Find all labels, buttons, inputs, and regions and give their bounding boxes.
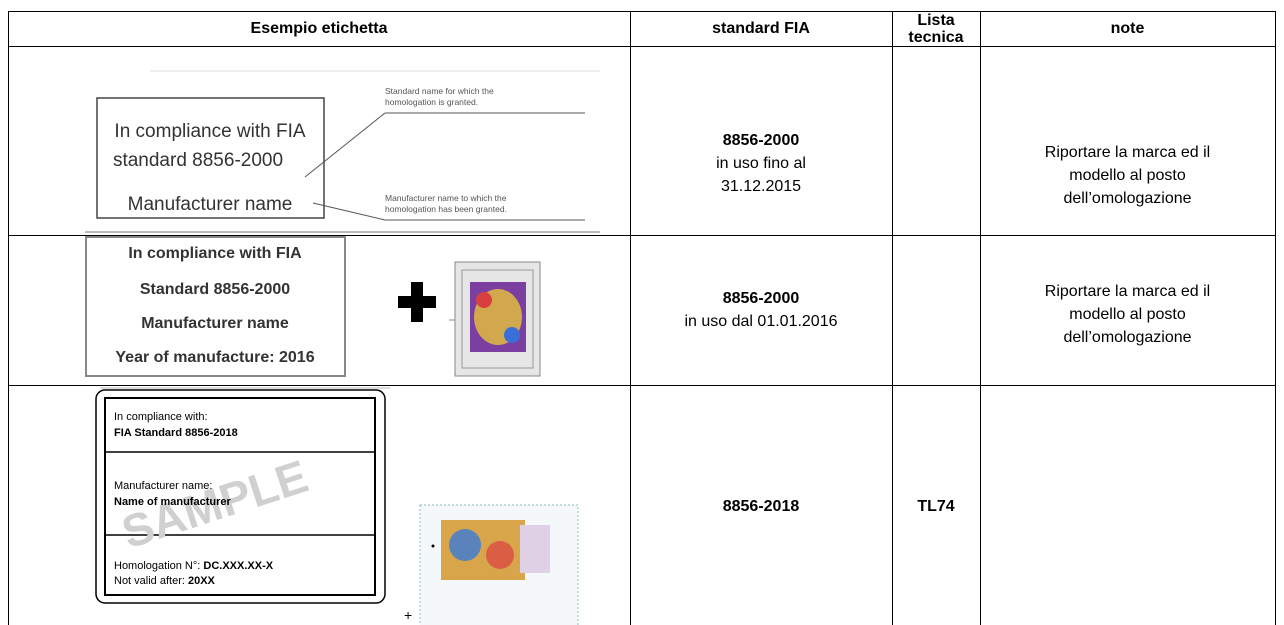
hologram-frame: [461, 269, 534, 369]
table-border: [8, 385, 1276, 386]
table-border: [8, 46, 1276, 47]
note: modello al posto: [1069, 306, 1186, 323]
note: dell’omologazione: [1063, 329, 1192, 346]
hologram: [476, 292, 492, 308]
callout-line: [312, 202, 386, 221]
hologram: [486, 541, 514, 569]
label-text: Standard 8856-2000: [140, 281, 290, 298]
table-border: [8, 235, 1276, 236]
label-box: [96, 97, 325, 219]
plus-sign: +: [404, 607, 412, 623]
header: Lista tecnica: [908, 12, 964, 46]
label-text: Manufacturer name: [128, 194, 293, 215]
table-border: [8, 11, 9, 625]
header: standard FIA: [712, 20, 810, 37]
standard: 8856-2000: [722, 290, 800, 307]
standard-note: in uso dal 01.01.2016: [684, 313, 838, 330]
label-text: DC.XXX.XX-X: [203, 560, 273, 572]
label-box: [85, 236, 346, 377]
label-text: In compliance with FIA: [114, 121, 305, 142]
note: dell’omologazione: [1063, 190, 1192, 207]
label-text: FIA Standard 8856-2018: [114, 427, 238, 439]
callout-text: Standard name for which the: [385, 86, 494, 96]
label-box: [104, 397, 376, 596]
header: Esempio etichetta: [250, 20, 388, 37]
list: TL74: [917, 498, 955, 515]
label-text: Not valid after:: [114, 575, 185, 587]
callout-text: homologation has been granted.: [385, 204, 507, 214]
label-text: standard 8856-2000: [113, 150, 283, 171]
table-border: [892, 11, 893, 625]
hologram: [520, 525, 550, 573]
label-text: Manufacturer name:: [114, 480, 212, 492]
standard-note: 31.12.2015: [720, 178, 802, 195]
label-text: Homologation N°:: [114, 560, 200, 572]
note: modello al posto: [1069, 167, 1186, 184]
label-text: Year of manufacture: 2016: [115, 349, 314, 366]
label-text: In compliance with:: [114, 411, 208, 423]
table-border: [1275, 11, 1276, 625]
label-text: Name of manufacturer: [114, 496, 231, 508]
label-text: Homologation N°: DC.XXX.XX-X: [114, 560, 274, 572]
label-text: 20XX: [188, 575, 216, 587]
label-text: Not valid after: 20XX: [114, 575, 216, 587]
plus-icon: [398, 282, 436, 322]
callout-text: homologation is granted.: [385, 97, 478, 107]
hologram: [504, 327, 520, 343]
standard: 8856-2000: [722, 132, 800, 149]
callout-line: [304, 112, 386, 178]
hologram-dot: [431, 544, 435, 548]
standard: 8856-2018: [722, 498, 800, 515]
note: Riportare la marca ed il: [1044, 283, 1211, 300]
header: note: [1110, 20, 1145, 37]
table-border: [980, 11, 981, 625]
hologram: [449, 529, 481, 561]
table-border: [630, 11, 631, 625]
table-border: [8, 11, 1276, 12]
label-text: Manufacturer name: [141, 315, 289, 332]
label-text: In compliance with FIA: [128, 245, 302, 262]
callout-text: Manufacturer name to which the: [385, 193, 507, 203]
note: Riportare la marca ed il: [1044, 144, 1211, 161]
label-outer: [95, 389, 386, 604]
standard-note: in uso fino al: [716, 155, 806, 172]
